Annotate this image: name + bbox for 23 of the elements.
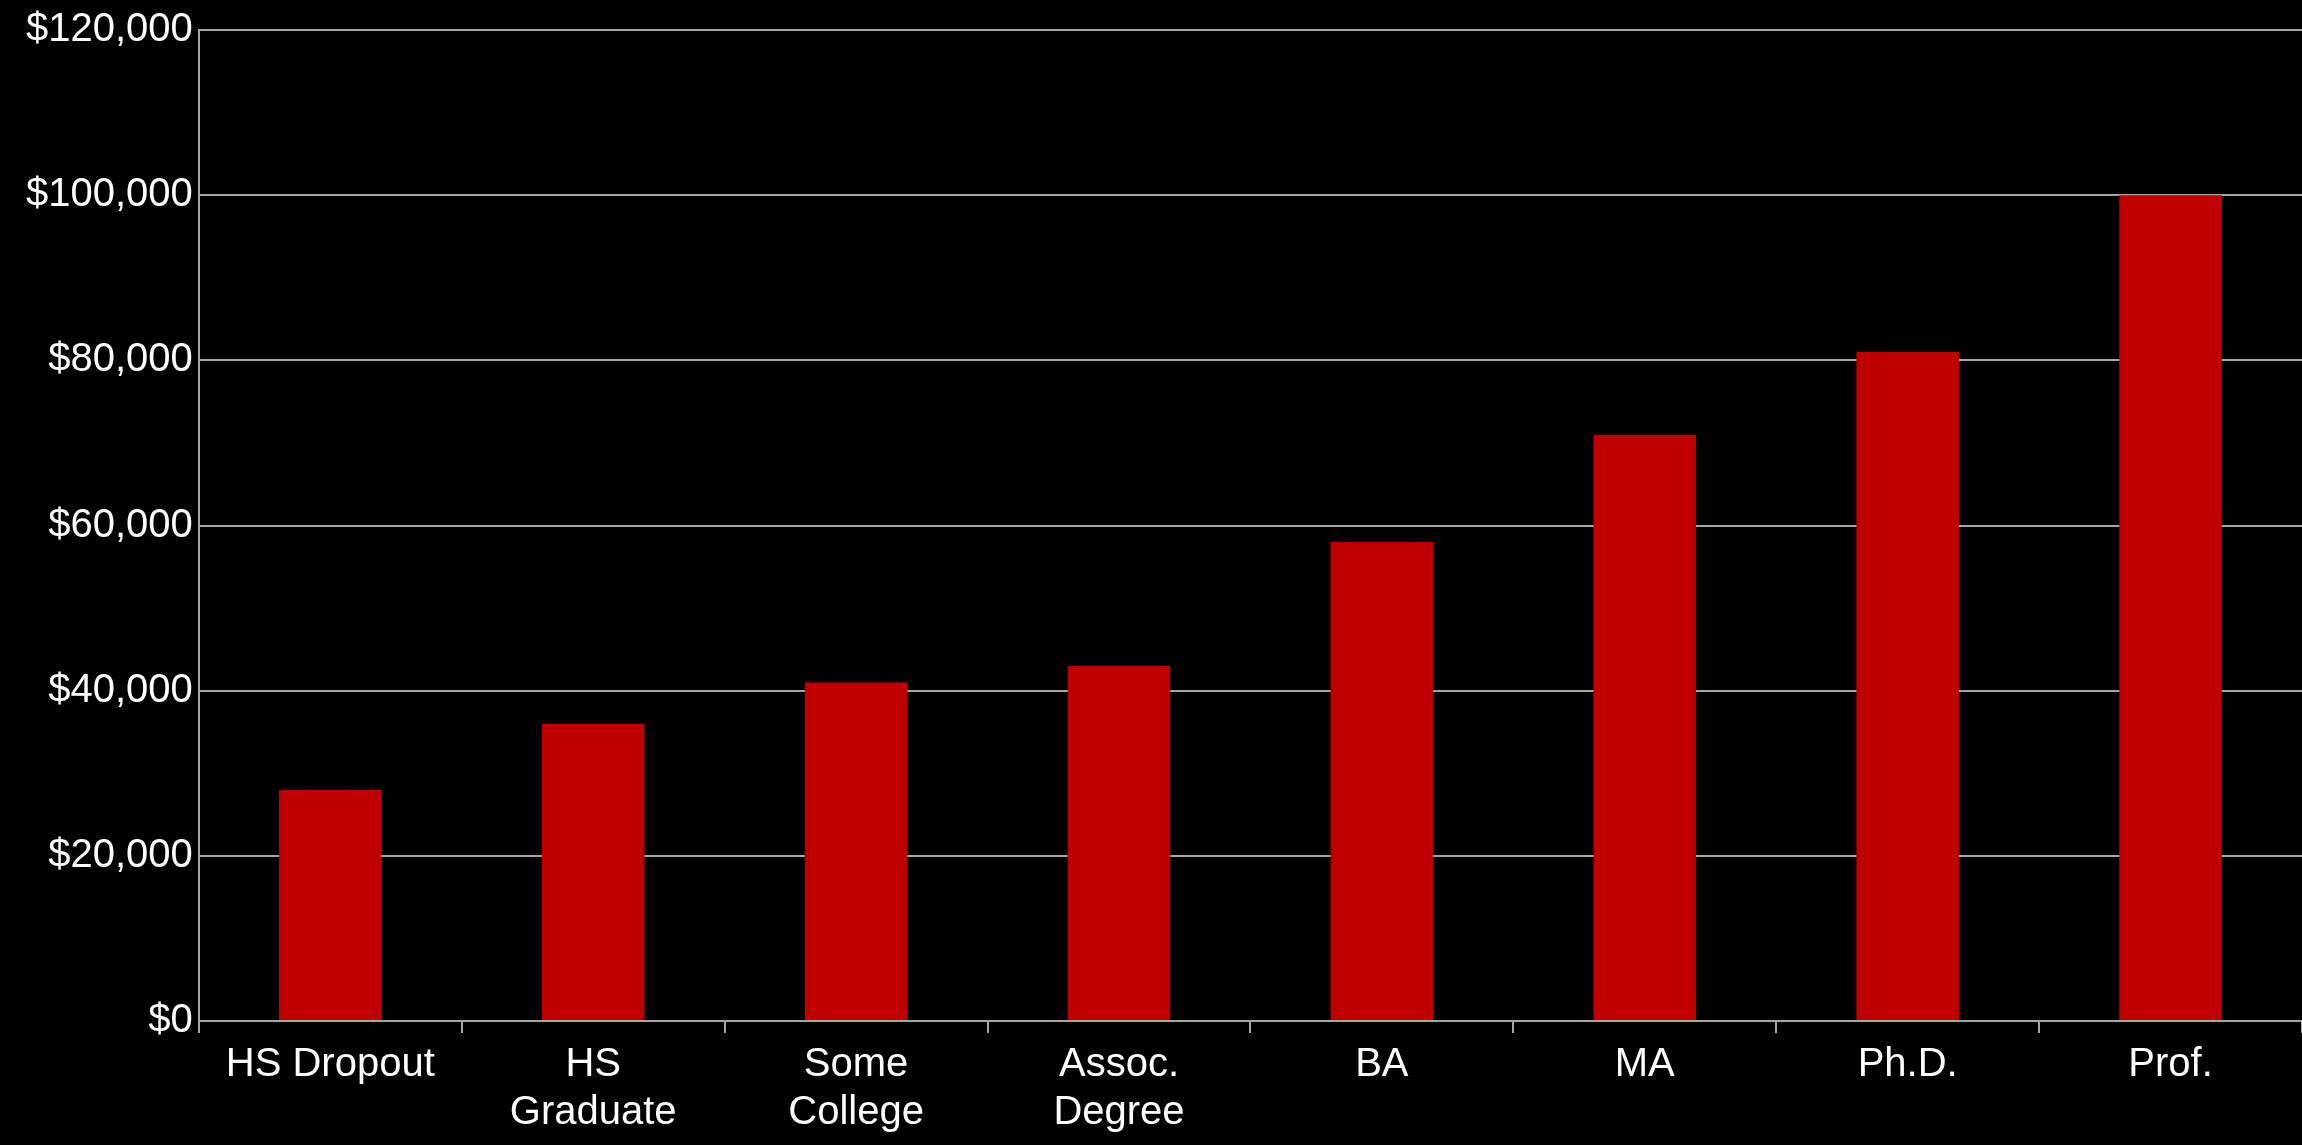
y-tick-label: $100,000 xyxy=(25,170,193,215)
y-tick-label: $0 xyxy=(148,996,193,1041)
bar xyxy=(1067,665,1171,1020)
y-tick-label: $40,000 xyxy=(48,665,193,710)
x-tick-label: Assoc. Degree xyxy=(1053,1040,1185,1133)
x-tick-label: Some College xyxy=(788,1040,924,1133)
y-tick-label: $80,000 xyxy=(48,335,193,380)
bar xyxy=(2119,195,2222,1020)
bar xyxy=(541,723,645,1020)
bar xyxy=(279,789,382,1020)
x-tick-label: Ph.D. xyxy=(1857,1040,1958,1085)
bar xyxy=(1593,434,1697,1020)
y-tick-label: $60,000 xyxy=(48,500,193,545)
x-tick-label: MA xyxy=(1614,1040,1676,1085)
bar xyxy=(1330,542,1434,1020)
x-tick-label: Prof. xyxy=(2128,1040,2213,1085)
bar xyxy=(804,682,908,1020)
y-tick-label: $20,000 xyxy=(48,830,193,875)
x-tick-label: HS Graduate xyxy=(509,1040,677,1133)
y-tick-label: $120,000 xyxy=(25,5,193,50)
x-tick-label: HS Dropout xyxy=(225,1040,435,1085)
x-tick-label: BA xyxy=(1355,1040,1409,1085)
bar xyxy=(1856,352,1959,1020)
